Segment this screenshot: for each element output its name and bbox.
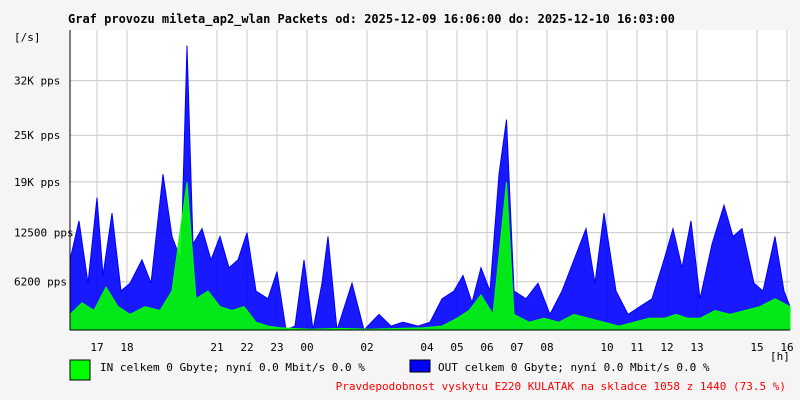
x-tick-label: 21 [210, 341, 223, 354]
y-tick-labels: 6200 pps 12500 pps 19K pps 25K pps 32K pps [14, 75, 74, 289]
x-tick-label: 10 [600, 341, 613, 354]
legend-out-text: OUT celkem 0 Gbyte; nyní 0.0 Mbit/s 0.0 … [438, 361, 710, 374]
y-tick-label: 19K pps [14, 176, 60, 189]
x-tick-label: 07 [510, 341, 523, 354]
y-axis-unit: [/s] [14, 31, 41, 44]
x-tick-label: 11 [630, 341, 643, 354]
series-layer [69, 45, 791, 331]
x-tick-label: 02 [360, 341, 373, 354]
x-tick-label: 05 [450, 341, 463, 354]
x-tick-labels: 17 18 21 22 23 00 02 04 05 06 07 08 10 11 12 13 15 16 [90, 341, 793, 354]
series-out-area [69, 45, 791, 331]
legend-in-swatch [69, 359, 91, 381]
y-tick-label: 32K pps [14, 75, 60, 88]
x-tick-label: 00 [300, 341, 313, 354]
x-tick-label: 15 [750, 341, 763, 354]
x-tick-label: 16 [780, 341, 793, 354]
series-in-area [69, 181, 791, 331]
x-tick-label: 22 [240, 341, 253, 354]
x-tick-label: 18 [120, 341, 133, 354]
x-tick-label: 06 [480, 341, 493, 354]
y-tick-label: 12500 pps [14, 227, 74, 240]
legend-in-text: IN celkem 0 Gbyte; nyní 0.0 Mbit/s 0.0 % [100, 361, 365, 374]
availability-notice: Pravdepodobnost vyskytu E220 KULATAK na … [336, 380, 786, 393]
x-tick-label: 08 [540, 341, 553, 354]
x-tick-label: 13 [690, 341, 703, 354]
x-tick-label: 12 [660, 341, 673, 354]
legend-out-swatch [409, 359, 431, 373]
y-tick-label: 6200 pps [14, 276, 67, 289]
y-tick-label: 25K pps [14, 129, 60, 142]
x-tick-label: 04 [420, 341, 434, 354]
x-axis-unit: [h] [770, 350, 790, 363]
chart-title: Graf provozu mileta_ap2_wlan Packets od:… [68, 12, 675, 27]
x-tick-label: 17 [90, 341, 103, 354]
x-tick-label: 23 [270, 341, 283, 354]
